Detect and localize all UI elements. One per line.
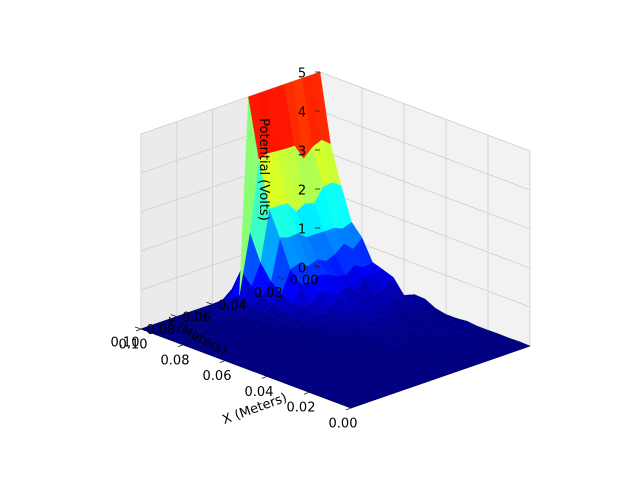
x-tick-label: 0.00 xyxy=(329,417,358,432)
z-tick-label: 0 xyxy=(298,262,306,277)
y-tick-mark xyxy=(170,314,177,317)
x-tick-label: 0.06 xyxy=(203,369,232,384)
z-axis-label: Potential (Volts) xyxy=(256,118,271,221)
x-tick-mark xyxy=(219,360,226,363)
x-tick-mark xyxy=(345,407,352,411)
z-tick-label: 5 xyxy=(298,67,306,82)
y-tick-mark xyxy=(134,326,142,330)
y-tick-label: 0.02 xyxy=(254,286,283,301)
y-tick-mark xyxy=(242,289,249,293)
y-tick-label: 0.08 xyxy=(146,323,175,338)
y-tick-label: 0.00 xyxy=(290,274,319,289)
axes-ticks: 0.000.020.040.060.080.100.000.020.040.06… xyxy=(111,67,358,432)
x-tick-label: 0.02 xyxy=(287,401,316,416)
back-wall-gridline-z xyxy=(319,71,531,152)
y-tick-mark xyxy=(278,277,285,280)
z-tick-label: 4 xyxy=(298,106,306,121)
surface-cell xyxy=(310,71,331,144)
y-tick-label: 0.06 xyxy=(182,311,211,326)
x-tick-mark xyxy=(303,391,310,395)
x-tick-label: 0.08 xyxy=(161,353,190,368)
x-tick-label: 0.04 xyxy=(245,385,274,400)
x-tick-label: 0.10 xyxy=(119,338,148,353)
z-tick-label: 3 xyxy=(298,145,306,160)
back-wall-gridline-z xyxy=(319,110,531,191)
y-tick-label: 0.04 xyxy=(218,298,247,313)
back-wall-gridline-z xyxy=(319,188,531,269)
x-tick-mark xyxy=(177,344,184,348)
z-tick-label: 1 xyxy=(298,223,306,238)
y-tick-label: 0.10 xyxy=(111,336,140,351)
back-wall-gridline-z xyxy=(319,149,531,230)
x-tick-mark xyxy=(261,376,268,379)
y-tick-mark xyxy=(206,301,213,305)
z-tick-label: 2 xyxy=(298,184,306,199)
x-tick-mark xyxy=(135,328,142,332)
